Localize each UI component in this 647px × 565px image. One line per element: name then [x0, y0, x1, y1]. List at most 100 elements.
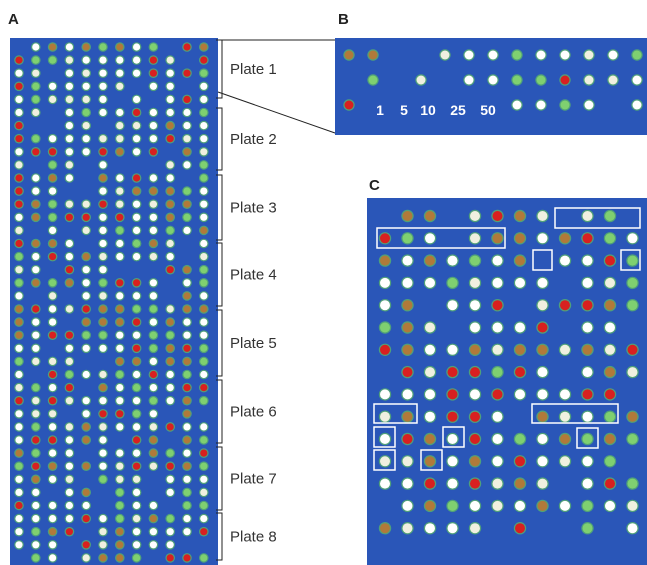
- spot: [183, 319, 190, 326]
- spot: [605, 501, 615, 511]
- spot: [83, 319, 90, 326]
- spot: [15, 122, 22, 129]
- spot: [32, 489, 39, 496]
- spot: [441, 51, 450, 60]
- spot: [133, 227, 140, 234]
- plate-label: Plate 7: [230, 471, 277, 488]
- spot: [99, 279, 106, 286]
- spot: [15, 109, 22, 116]
- spot: [15, 436, 22, 443]
- spot: [167, 554, 174, 561]
- spot: [200, 214, 207, 221]
- spot: [133, 476, 140, 483]
- spot: [167, 397, 174, 404]
- spot: [150, 319, 157, 326]
- spot: [538, 479, 548, 489]
- spot: [66, 214, 73, 221]
- spot: [150, 109, 157, 116]
- spot: [32, 502, 39, 509]
- spot: [133, 436, 140, 443]
- spot: [66, 384, 73, 391]
- spot: [116, 410, 123, 417]
- spot: [49, 135, 56, 142]
- spot: [200, 502, 207, 509]
- spot: [15, 450, 22, 457]
- spot: [493, 389, 503, 399]
- spot: [49, 292, 56, 299]
- spot: [133, 43, 140, 50]
- spot: [417, 76, 426, 85]
- spot: [116, 476, 123, 483]
- spot: [49, 371, 56, 378]
- spot: [560, 233, 570, 243]
- concentration-label: 10: [420, 102, 436, 118]
- spot: [183, 410, 190, 417]
- spot: [538, 389, 548, 399]
- spot: [66, 135, 73, 142]
- spot: [560, 389, 570, 399]
- spot: [167, 450, 174, 457]
- spot: [83, 96, 90, 103]
- spot: [15, 266, 22, 273]
- spot: [561, 76, 570, 85]
- spot: [49, 476, 56, 483]
- spot: [150, 201, 157, 208]
- spot: [133, 541, 140, 548]
- plate-label: Plate 3: [230, 200, 277, 217]
- spot: [183, 292, 190, 299]
- spot: [83, 305, 90, 312]
- spot: [585, 76, 594, 85]
- spot: [83, 489, 90, 496]
- spot: [425, 479, 435, 489]
- spot: [83, 345, 90, 352]
- spot: [200, 292, 207, 299]
- spot: [489, 76, 498, 85]
- spot: [448, 256, 458, 266]
- spot: [183, 436, 190, 443]
- spot: [403, 412, 413, 422]
- spot: [183, 332, 190, 339]
- spot: [99, 319, 106, 326]
- spot: [99, 227, 106, 234]
- spot: [538, 233, 548, 243]
- spot: [183, 148, 190, 155]
- spot: [99, 174, 106, 181]
- spot: [200, 174, 207, 181]
- spot: [15, 188, 22, 195]
- spot: [200, 397, 207, 404]
- plate-label: Plate 5: [230, 335, 277, 352]
- spot: [167, 266, 174, 273]
- spot: [470, 211, 480, 221]
- spot: [183, 201, 190, 208]
- spot: [15, 253, 22, 260]
- concentration-label: 5: [400, 102, 408, 118]
- spot: [15, 227, 22, 234]
- spot: [493, 501, 503, 511]
- spot: [15, 358, 22, 365]
- spot: [200, 43, 207, 50]
- spot: [66, 96, 73, 103]
- spot: [32, 43, 39, 50]
- spot: [133, 122, 140, 129]
- spot: [583, 479, 593, 489]
- spot: [116, 43, 123, 50]
- spot: [369, 51, 378, 60]
- spot: [15, 214, 22, 221]
- spot: [200, 57, 207, 64]
- spot: [605, 412, 615, 422]
- spot: [470, 323, 480, 333]
- spot: [183, 463, 190, 470]
- spot: [538, 367, 548, 377]
- spot: [470, 389, 480, 399]
- spot: [380, 434, 390, 444]
- spot: [200, 253, 207, 260]
- spot: [83, 70, 90, 77]
- spot: [133, 96, 140, 103]
- spot: [380, 389, 390, 399]
- spot: [66, 279, 73, 286]
- spot: [560, 456, 570, 466]
- spot: [150, 292, 157, 299]
- spot: [200, 515, 207, 522]
- spot: [15, 541, 22, 548]
- spot: [83, 332, 90, 339]
